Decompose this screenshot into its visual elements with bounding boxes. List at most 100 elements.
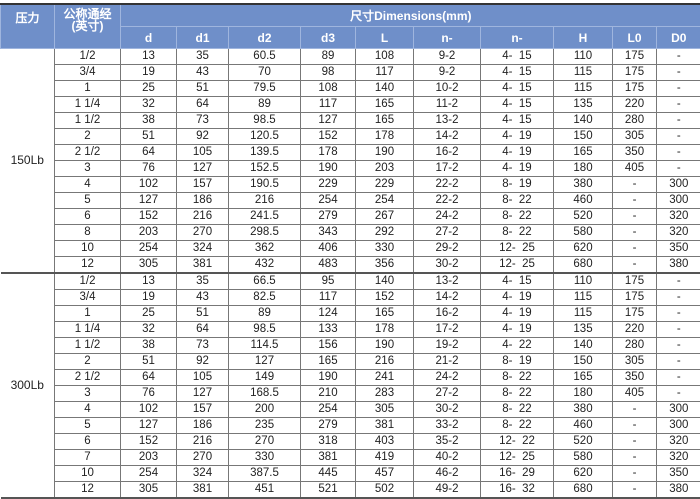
dimension-cell: 680 [554,482,613,499]
dimension-cell: 51 [121,129,177,145]
dimension-cell: 203 [121,225,177,241]
dimension-cell: 216 [177,434,229,450]
dimension-cell: 300 [657,177,700,193]
dimension-cell: 156 [301,338,356,354]
nominal-size-cell: 3 [55,386,121,402]
nominal-size-cell: 4 [55,402,121,418]
dimension-cell: 279 [301,418,356,434]
dimension-cell: 186 [177,418,229,434]
nominal-size-cell: 3 [55,161,121,177]
dimension-cell: 16-2 [414,306,481,322]
nominal-size-cell: 3/4 [55,65,121,81]
dimension-cell: 175 [613,290,657,306]
dimension-cell: 4- 19 [481,322,554,338]
dimension-cell: 135 [554,322,613,338]
dimension-cell: 150 [554,354,613,370]
dimension-cell: 381 [356,418,414,434]
dimension-cell: 4- 19 [481,129,554,145]
dimension-cell: 305 [613,129,657,145]
nominal-size-cell: 1 1/2 [55,113,121,129]
dimension-cell: 387.5 [229,466,301,482]
header-nominal-size: 公称通经 (英寸) [55,4,121,49]
dimension-cell: 521 [301,482,356,499]
dimension-cell: 520 [554,209,613,225]
dimension-cell: 380 [554,402,613,418]
dimension-cell: 350 [613,370,657,386]
column-header-1: d1 [177,27,229,49]
dimension-cell: - [657,97,700,113]
dimension-cell: - [657,273,700,290]
dimension-cell: 283 [356,386,414,402]
dimension-cell: 267 [356,209,414,225]
dimension-cell: 305 [121,482,177,499]
nominal-size-cell: 3/4 [55,290,121,306]
dimension-cell: 165 [356,97,414,113]
dimension-cell: 19-2 [414,338,481,354]
dimension-cell: 38 [121,338,177,354]
dimension-cell: 51 [177,306,229,322]
dimension-cell: 13-2 [414,113,481,129]
nominal-size-cell: 2 1/2 [55,145,121,161]
dimension-cell: - [657,81,700,97]
dimension-cell: 254 [121,241,177,257]
dimension-cell: 64 [177,97,229,113]
dimension-cell: 9-2 [414,49,481,65]
dimension-cell: 254 [301,402,356,418]
nominal-size-cell: 1 1/4 [55,97,121,113]
dimension-cell: 10-2 [414,81,481,97]
dimension-cell: 380 [554,177,613,193]
dimension-cell: 4- 15 [481,113,554,129]
dimension-cell: 152 [356,290,414,306]
dimension-cell: 14-2 [414,129,481,145]
dimension-cell: 254 [301,193,356,209]
dimension-cell: 105 [177,370,229,386]
dimension-cell: 29-2 [414,241,481,257]
dimension-cell: 82.5 [229,290,301,306]
nominal-size-cell: 5 [55,418,121,434]
dimension-cell: 98.5 [229,113,301,129]
dimension-cell: 117 [356,65,414,81]
dimension-cell: - [657,322,700,338]
dimension-cell: - [657,113,700,129]
dimension-cell: 270 [177,225,229,241]
dimension-cell: - [613,193,657,209]
dimension-cell: 165 [554,145,613,161]
dimension-cell: 35 [177,273,229,290]
nominal-size-cell: 1 1/2 [55,338,121,354]
dimension-cell: 190 [356,145,414,161]
dimension-cell: 502 [356,482,414,499]
dimension-cell: 457 [356,466,414,482]
column-header-4: L [356,27,414,49]
dimension-cell: 300 [657,418,700,434]
dimension-cell: - [613,241,657,257]
pressure-class-label: 150Lb [1,49,55,274]
dimension-cell: - [657,370,700,386]
nominal-size-cell: 1/2 [55,49,121,65]
dimension-cell: 35-2 [414,434,481,450]
dimension-cell: - [613,418,657,434]
dimension-cell: 483 [301,257,356,274]
column-header-2: d2 [229,27,301,49]
dimension-cell: 356 [356,257,414,274]
dimension-cell: 98 [301,65,356,81]
dimension-cell: 8- 22 [481,402,554,418]
nominal-size-cell: 2 [55,354,121,370]
dimension-cell: 22-2 [414,177,481,193]
dimension-cell: - [613,257,657,274]
dimension-cell: 320 [657,450,700,466]
dimension-cell: - [657,49,700,65]
dimension-cell: 76 [121,386,177,402]
dimension-cell: 318 [301,434,356,450]
dimension-cell: 12- 22 [481,434,554,450]
dimension-cell: 51 [177,81,229,97]
column-header-7: H [554,27,613,49]
dimension-cell: 30-2 [414,402,481,418]
dimension-cell: 40-2 [414,450,481,466]
dimension-cell: 350 [613,145,657,161]
